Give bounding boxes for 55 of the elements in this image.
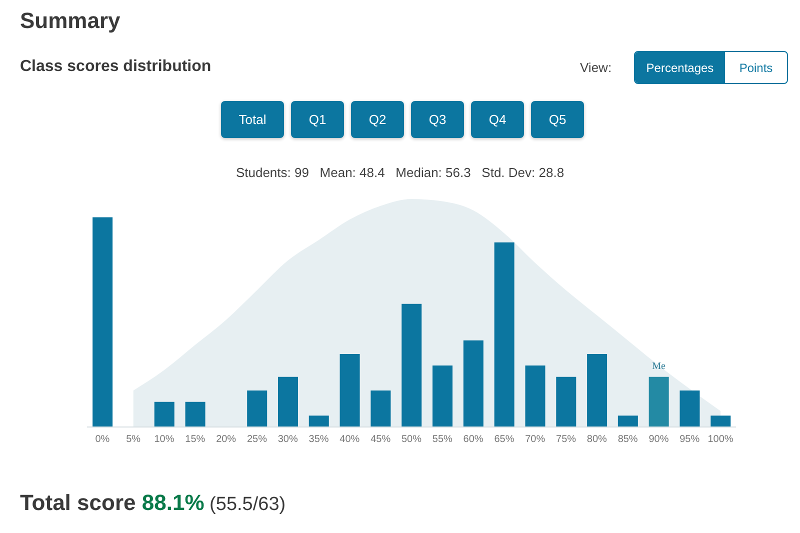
bar [92, 217, 113, 427]
x-tick-label: 75% [556, 434, 576, 446]
bar [278, 376, 298, 427]
bar [494, 242, 514, 427]
bar [432, 365, 453, 427]
bar [710, 416, 731, 427]
x-tick-label: 95% [680, 434, 700, 446]
tab-button: Q1 [291, 101, 344, 138]
x-tick-label: 40% [340, 434, 360, 446]
bar [556, 376, 576, 427]
x-tick-label: 15% [185, 434, 206, 446]
tab-button: Q3 [411, 101, 464, 138]
view-toggle: Percentages Points [634, 51, 788, 84]
x-tick-label: 0% [95, 434, 110, 446]
chart-subtitle: Class scores distribution [20, 58, 212, 76]
bar [402, 304, 422, 427]
text: View: [580, 60, 612, 75]
x-tick-label: 30% [278, 434, 298, 446]
tab-button: Q5 [531, 101, 584, 138]
x-tick-label: 20% [216, 434, 236, 446]
bar [154, 402, 174, 427]
x-tick-label: 85% [618, 434, 638, 446]
bar [308, 416, 329, 427]
bar [370, 390, 391, 427]
annotation: Me [652, 360, 666, 372]
x-tick-label: 50% [401, 434, 422, 446]
x-tick-label: 25% [246, 434, 268, 446]
x-tick-label: 5% [126, 434, 141, 446]
x-tick-label: 10% [154, 434, 174, 446]
x-tick-label: 65% [494, 434, 514, 446]
chart-title: Summary [20, 8, 120, 34]
x-tick-label: 90% [648, 434, 669, 446]
bar [648, 376, 669, 427]
bar [525, 365, 546, 427]
text: Students: 99 Mean: 48.4 Median: 56.3 Std. Dev: 28.8 [234, 165, 566, 180]
tab-button: Total [221, 101, 284, 138]
text: Total score [20, 490, 137, 515]
x-tick-label: 80% [586, 434, 608, 446]
x-tick-label: 60% [463, 434, 484, 446]
x-tick-label: 45% [370, 434, 391, 446]
x-tick-label: 70% [525, 434, 546, 446]
bar [340, 354, 360, 427]
x-tick-label: 55% [432, 434, 453, 446]
bar [247, 390, 268, 427]
bar [618, 416, 638, 427]
bar [587, 354, 608, 427]
x-tick-label: 100% [708, 434, 734, 446]
bar [463, 340, 484, 427]
text: 88.1% [142, 490, 204, 515]
bar [185, 402, 206, 427]
text: (55.5/63) [208, 494, 286, 515]
tab-button: Q2 [351, 101, 404, 138]
bar [680, 390, 700, 427]
tab-button: Q4 [471, 101, 524, 138]
x-tick-label: 35% [308, 434, 329, 446]
